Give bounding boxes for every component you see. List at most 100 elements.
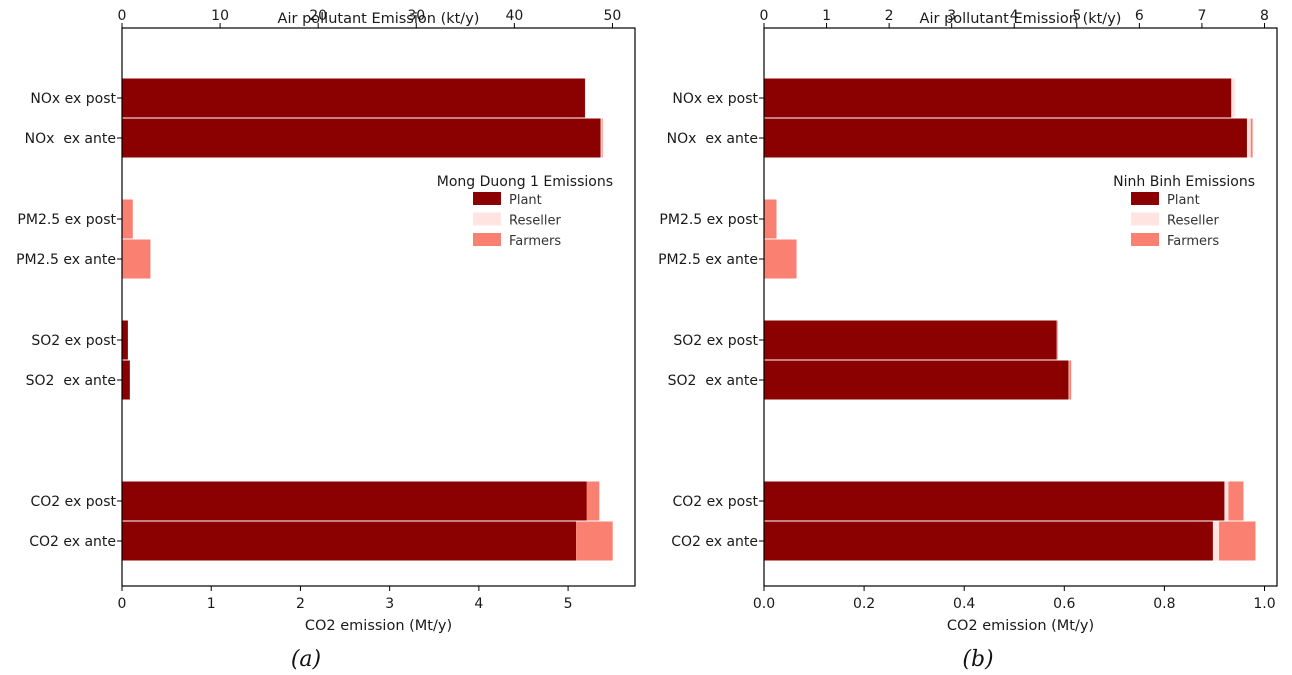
legend-label-farmers: Farmers [509,234,561,249]
x2-axis-title: Air pollutant Emission (kt/y) [278,11,480,27]
bar-farmers-3 [122,199,133,239]
x2-tick-label: 1 [822,8,831,24]
x-tick-label: 2 [296,596,305,612]
bar-farmers-3 [764,199,777,239]
bar-reseller-5 [1056,320,1058,360]
y-tick-label: SO2 ex ante [26,373,116,389]
bar-plant-6 [764,360,1069,400]
legend-label-reseller: Reseller [509,214,561,229]
bar-farmers-4 [122,239,151,279]
bar-farmers-5 [1057,320,1059,360]
legend: Ninh Binh Emissions Plant Reseller Farmers [1113,174,1255,249]
legend-swatch-reseller [1131,212,1159,226]
bar-plant-7 [122,481,587,521]
bar-plant-5 [764,320,1057,360]
x-tick-label: 0.0 [753,596,775,612]
legend-swatch-reseller [473,212,501,226]
chart-panel-b: 0.0 0.2 0.4 0.6 0.8 1.0 0 1 2 3 4 5 6 7 8 NOx ex post NO… [658,8,1278,672]
y-tick-label: PM2.5 ex ante [658,252,758,268]
y-tick-label: PM2.5 ex post [17,212,116,228]
bar-reseller-1 [1231,78,1236,118]
bar-reseller-2 [600,118,602,158]
legend-label-farmers: Farmers [1167,234,1219,249]
bar-plant-7 [764,481,1225,521]
x2-tick-label: 20 [309,8,327,24]
y-tick-label: SO2 ex post [673,333,758,349]
bar-reseller-1 [584,78,586,118]
panel-caption: (a) [291,647,321,672]
legend-label-plant: Plant [509,193,542,208]
x2-tick-label: 8 [1260,8,1269,24]
bar-farmers-8 [1218,521,1256,561]
bar-reseller-8 [1212,521,1219,561]
x2-tick-label: 10 [211,8,229,24]
x-axis-title: CO2 emission (Mt/y) [947,618,1094,634]
bar-farmers-6 [1069,360,1072,400]
x-tick-label: 0.2 [853,596,875,612]
bar-farmers-7 [1228,481,1244,521]
x2-axis-title: Air pollutant Emission (kt/y) [920,11,1122,27]
bar-plant-8 [764,521,1213,561]
y-tick-label: NOx ex ante [667,131,758,147]
legend-label-plant: Plant [1167,193,1200,208]
x2-tick-label: 40 [505,8,523,24]
x2-tick-label: 0 [760,8,769,24]
bar-farmers-2 [1250,118,1253,158]
bar-farmers-2 [601,118,603,158]
x2-tick-label: 5 [1072,8,1081,24]
bar-plant-2 [764,118,1247,158]
y-tick-label: NOx ex post [30,91,116,107]
x-tick-label: 5 [564,596,573,612]
y-tick-label: CO2 ex post [31,494,117,510]
x-tick-label: 4 [474,596,483,612]
x-tick-label: 0 [118,596,127,612]
bar-reseller-2 [1246,118,1251,158]
legend-title: Mong Duong 1 Emissions [437,174,613,190]
x2-tick-label: 30 [407,8,425,24]
bar-reseller-7 [1224,481,1229,521]
x-tick-label: 1.0 [1253,596,1275,612]
x-tick-label: 3 [385,596,394,612]
x-axis-title: CO2 emission (Mt/y) [305,618,452,634]
bar-farmers-8 [576,521,613,561]
legend-swatch-farmers [1131,233,1159,246]
x2-tick-label: 0 [118,8,127,24]
bar-plant-6 [122,360,130,400]
x-tick-label: 1 [207,596,216,612]
legend: Mong Duong 1 Emissions Plant Reseller Farme… [437,174,613,249]
bar-farmers-7 [586,481,600,521]
legend-label-reseller: Reseller [1167,214,1219,229]
bar-plant-1 [122,78,585,118]
plot-frame [763,27,1278,587]
y-tick-label: NOx ex ante [25,131,116,147]
bar-plant-2 [122,118,601,158]
bar-plant-1 [764,78,1232,118]
plot-frame [121,27,636,587]
legend-swatch-farmers [473,233,501,246]
x2-tick-label: 50 [604,8,622,24]
panel-caption: (b) [962,647,993,672]
legend-swatch-plant [1131,192,1159,205]
y-tick-label: SO2 ex ante [668,373,758,389]
y-tick-label: CO2 ex ante [671,534,758,550]
x2-tick-label: 3 [947,8,956,24]
bar-farmers-4 [764,239,797,279]
legend-title: Ninh Binh Emissions [1113,174,1255,190]
y-tick-label: PM2.5 ex post [659,212,758,228]
y-tick-label: CO2 ex ante [29,534,116,550]
bar-reseller-6 [1068,360,1070,400]
legend-swatch-plant [473,192,501,205]
x-tick-label: 0.4 [953,596,975,612]
bar-plant-5 [122,320,128,360]
x-tick-label: 0.6 [1053,596,1075,612]
bar-plant-8 [122,521,577,561]
y-tick-label: NOx ex post [672,91,758,107]
y-tick-label: SO2 ex post [31,333,116,349]
y-tick-label: CO2 ex post [673,494,759,510]
x2-tick-label: 6 [1135,8,1144,24]
x2-tick-label: 4 [1010,8,1019,24]
x-tick-label: 0.8 [1153,596,1175,612]
x2-tick-label: 7 [1197,8,1206,24]
